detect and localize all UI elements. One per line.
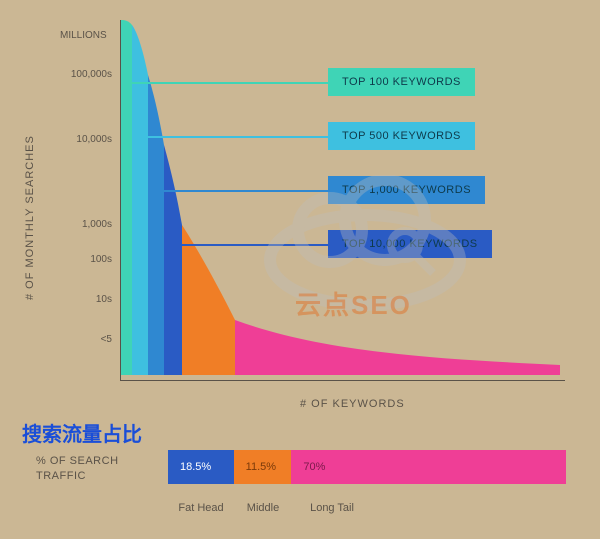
- cn-traffic-heading: 搜索流量占比: [22, 418, 142, 447]
- y-tick: <5: [52, 334, 112, 345]
- y-tick: 100s: [52, 254, 112, 265]
- y-tick: 10s: [52, 294, 112, 305]
- area-middle: [182, 225, 235, 375]
- legend-top500: TOP 500 KEYWORDS: [328, 122, 475, 150]
- y-tick: 100,000s: [52, 69, 112, 80]
- watermark-text: 云点SEO: [295, 285, 412, 322]
- y-tick: 10,000s: [52, 134, 112, 145]
- millions-label: MILLIONS: [60, 30, 107, 41]
- traffic-seg-middle: 11.5%: [234, 450, 292, 484]
- legend-top100: TOP 100 KEYWORDS: [328, 68, 475, 96]
- traffic-seg-longtail: 70%: [291, 450, 566, 484]
- y-tick: 1,000s: [52, 219, 112, 230]
- traffic-pct-label: % OF SEARCH TRAFFIC: [36, 454, 119, 485]
- y-axis-label: # OF MONTHLY SEARCHES: [24, 135, 36, 300]
- category-middle: Middle: [234, 502, 292, 514]
- category-long-tail: Long Tail: [292, 502, 372, 514]
- traffic-seg-top10000: 18.5%: [168, 450, 234, 484]
- category-fat-head: Fat Head: [168, 502, 234, 514]
- legend-line-top100: [128, 82, 328, 84]
- legend-line-top500: [143, 136, 328, 138]
- traffic-bar: 18.5%11.5%70%: [168, 450, 566, 484]
- area-top500: [132, 25, 148, 375]
- area-top10000: [164, 145, 182, 375]
- x-axis-line: [120, 380, 565, 381]
- area-top100: [120, 20, 132, 375]
- x-axis-label: # OF KEYWORDS: [300, 398, 405, 410]
- y-axis-line: [120, 20, 121, 380]
- area-top1000: [148, 75, 164, 375]
- area-longtail: [235, 320, 560, 375]
